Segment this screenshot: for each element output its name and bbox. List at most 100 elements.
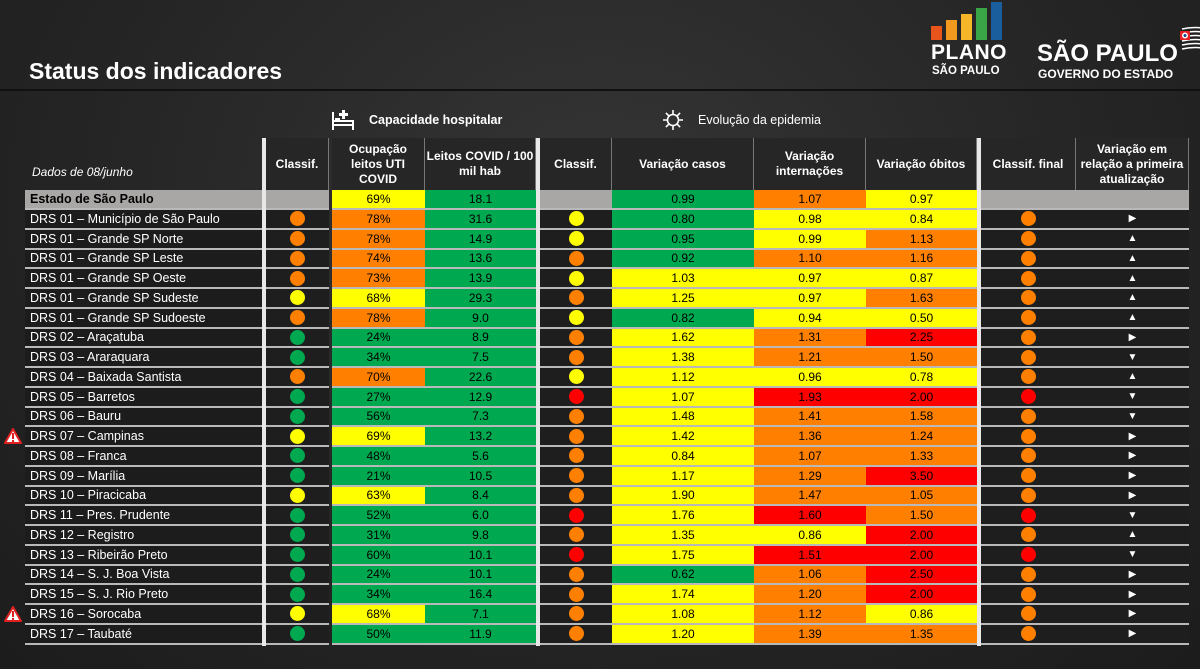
status-dot-icon: [1021, 349, 1036, 365]
classification-cell: [266, 289, 329, 309]
classification-cell: [266, 407, 329, 428]
header-casos: Variação casos: [612, 138, 754, 190]
region-name: DRS 07 – Campinas: [25, 427, 263, 447]
classification-cell: [266, 585, 329, 605]
value-obitos: 3.50: [866, 466, 977, 487]
value-ocup: 56%: [332, 407, 425, 428]
value-casos: 1.76: [612, 506, 754, 526]
value-ocup: 70%: [332, 368, 425, 388]
value-obitos: 2.00: [866, 526, 977, 546]
status-dot-icon: [1021, 310, 1036, 326]
status-dot-icon: [290, 468, 305, 484]
arrow-down-icon: ▼: [1127, 410, 1138, 422]
value-casos: 0.84: [612, 447, 754, 467]
status-dot-icon: [1021, 547, 1036, 563]
value-leitos: 11.9: [425, 624, 536, 645]
region-name: DRS 08 – Franca: [25, 447, 263, 467]
value-leitos: 16.4: [425, 585, 536, 605]
classification-cell: [266, 249, 329, 270]
value-leitos: 18.1: [425, 190, 536, 210]
classification-cell: [540, 506, 612, 526]
classification-cell: [981, 308, 1076, 329]
value-ocup: 74%: [332, 249, 425, 270]
arrow-right-icon: ▶: [1128, 331, 1137, 343]
status-dot-icon: [568, 290, 584, 306]
value-obitos: 1.63: [866, 289, 977, 309]
status-dot-icon: [568, 349, 584, 365]
value-leitos: 9.0: [425, 308, 536, 329]
status-dot-icon: [568, 468, 584, 484]
trend-cell: ▲: [1076, 368, 1189, 388]
header-variacao: Variação em relação a primeira atualizaç…: [1076, 138, 1189, 190]
trend-cell: ▶: [1076, 466, 1189, 487]
classification-cell: [981, 447, 1076, 467]
region-name: Estado de São Paulo: [25, 190, 263, 210]
status-dot-icon: [290, 448, 305, 464]
status-dot-icon: [1021, 428, 1036, 444]
region-name: DRS 13 – Ribeirão Preto: [25, 545, 263, 566]
arrow-up-icon: ▲: [1127, 233, 1138, 245]
status-dot-icon: [568, 369, 584, 385]
arrow-up-icon: ▲: [1127, 292, 1138, 304]
arrow-up-icon: ▲: [1127, 371, 1138, 383]
value-leitos: 29.3: [425, 289, 536, 309]
classification-cell: [981, 368, 1076, 388]
status-dot-icon: [290, 369, 305, 385]
arrow-right-icon: ▶: [1128, 430, 1137, 442]
value-leitos: 13.6: [425, 249, 536, 270]
arrow-right-icon: ▶: [1128, 470, 1137, 482]
value-intern: 0.99: [754, 229, 866, 250]
classification-cell: [981, 249, 1076, 270]
value-casos: 1.17: [612, 466, 754, 487]
status-dot-icon: [290, 507, 305, 523]
status-dot-icon: [568, 389, 584, 405]
section-capacity-label: Capacidade hospitalar: [369, 113, 503, 127]
value-casos: 1.03: [612, 269, 754, 289]
classification-cell: [540, 308, 612, 329]
classification-cell: [540, 447, 612, 467]
arrow-up-icon: ▲: [1127, 312, 1138, 324]
classification-cell: [540, 368, 612, 388]
value-obitos: 2.00: [866, 545, 977, 566]
value-intern: 1.07: [754, 447, 866, 467]
status-dot-icon: [568, 231, 584, 247]
value-leitos: 6.0: [425, 506, 536, 526]
classification-cell: [266, 328, 329, 349]
value-ocup: 34%: [332, 348, 425, 368]
value-obitos: 2.00: [866, 585, 977, 605]
value-leitos: 9.8: [425, 526, 536, 546]
value-casos: 1.74: [612, 585, 754, 605]
classification-cell: [266, 427, 329, 447]
trend-cell: ▲: [1076, 526, 1189, 546]
arrow-right-icon: ▶: [1128, 568, 1137, 580]
status-dot-icon: [290, 211, 305, 227]
classification-cell: [981, 585, 1076, 605]
arrow-down-icon: ▼: [1127, 351, 1138, 363]
logo-bar: [961, 14, 972, 40]
classification-cell: [981, 624, 1076, 645]
status-dot-icon: [290, 606, 305, 622]
empty-cell: [1076, 190, 1189, 210]
status-dot-icon: [1021, 606, 1036, 622]
value-leitos: 10.5: [425, 466, 536, 487]
trend-cell: ▼: [1076, 387, 1189, 408]
classification-cell: [540, 585, 612, 605]
value-obitos: 1.50: [866, 506, 977, 526]
classification-cell: [266, 229, 329, 250]
value-leitos: 7.3: [425, 407, 536, 428]
value-ocup: 78%: [332, 210, 425, 230]
trend-cell: ▶: [1076, 605, 1189, 625]
classification-cell: [540, 624, 612, 645]
arrow-right-icon: ▶: [1128, 628, 1137, 640]
virus-icon: [663, 110, 683, 130]
value-ocup: 68%: [332, 605, 425, 625]
value-obitos: 0.97: [866, 190, 977, 210]
logo-bar: [991, 2, 1002, 40]
status-dot-icon: [290, 527, 305, 543]
value-intern: 0.96: [754, 368, 866, 388]
region-name: DRS 04 – Baixada Santista: [25, 368, 263, 388]
plano-sao-paulo-logo: PLANO SÃO PAULO: [931, 2, 1011, 82]
classification-cell: [540, 210, 612, 230]
trend-cell: ▼: [1076, 348, 1189, 368]
classification-cell: [266, 624, 329, 645]
